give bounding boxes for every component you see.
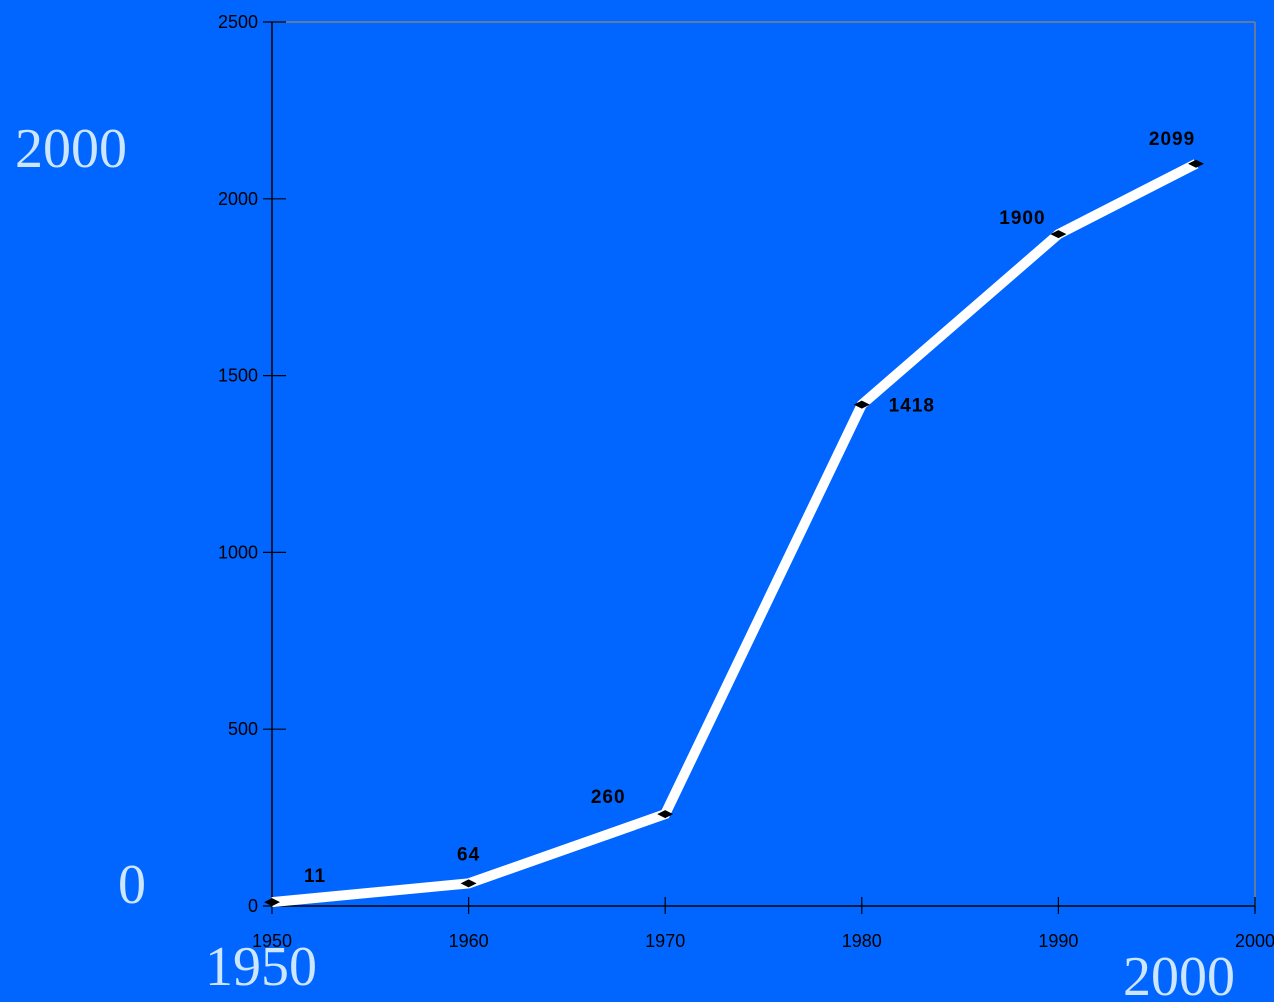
series-line	[271, 159, 1199, 908]
y-tick-label-1000: 1000	[218, 542, 258, 562]
x-tick-label-1980: 1980	[842, 931, 882, 951]
x-tick-label-1950: 1950	[252, 931, 292, 951]
x-tick-label-1960: 1960	[449, 931, 489, 951]
data-label-1990: 1900	[999, 208, 1045, 229]
data-point-1960	[460, 879, 477, 888]
data-point-1980	[853, 400, 870, 409]
data-label-1980: 1418	[889, 396, 935, 417]
x-tick-label-2000: 2000	[1235, 931, 1274, 951]
x-tick-label-1990: 1990	[1038, 931, 1078, 951]
y-tick-label-1500: 1500	[218, 366, 258, 386]
data-point-1970	[657, 810, 674, 819]
annotation-x-right: 2000	[1123, 946, 1235, 1002]
data-label-1950: 11	[304, 866, 326, 887]
annotation-y-bottom: 0	[118, 854, 146, 916]
data-point-1997	[1188, 159, 1205, 168]
data-point-1950	[264, 898, 280, 907]
y-tick-label-2500: 2500	[218, 12, 258, 32]
y-tick-label-2000: 2000	[218, 189, 258, 209]
annotation-x-left: 1950	[205, 936, 317, 998]
x-tick-label-1970: 1970	[645, 931, 685, 951]
annotation-y-top: 2000	[15, 118, 127, 180]
data-point-1990	[1050, 230, 1067, 239]
data-label-1970: 260	[591, 787, 626, 808]
data-label-1960: 64	[457, 844, 480, 865]
y-tick-label-0: 0	[248, 896, 258, 916]
data-label-1997: 2099	[1149, 129, 1195, 150]
y-tick-label-500: 500	[228, 719, 258, 739]
